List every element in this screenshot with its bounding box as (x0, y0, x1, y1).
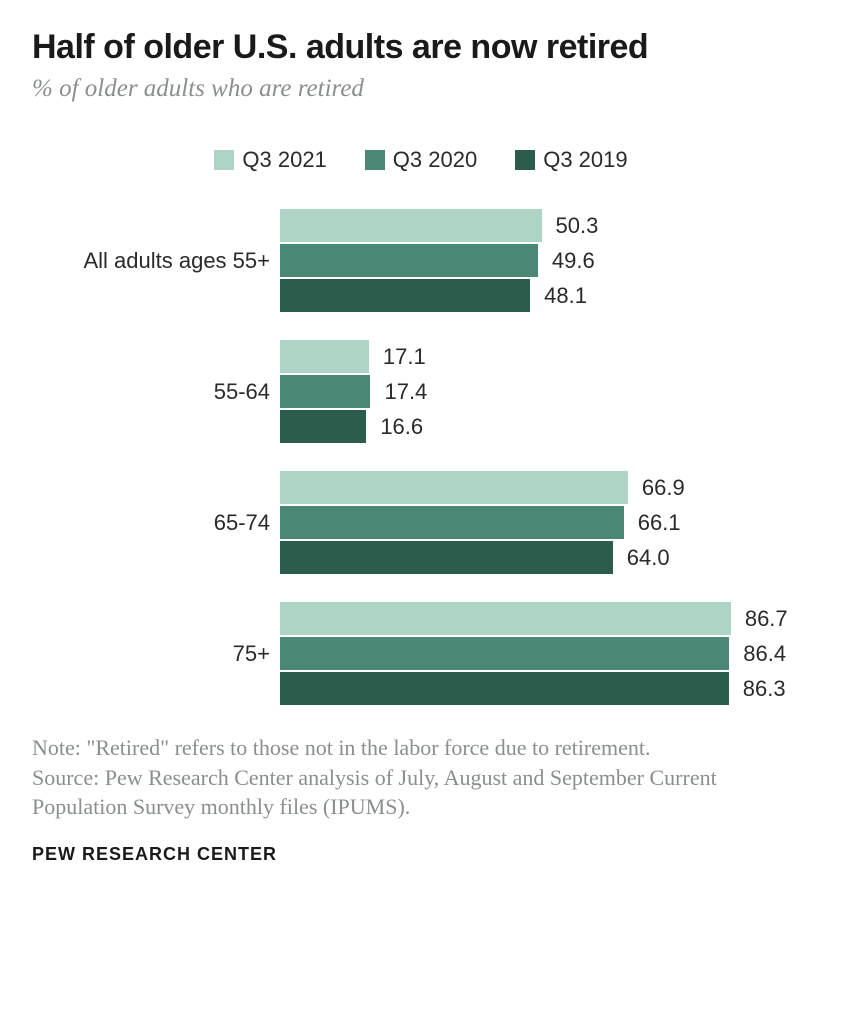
bar-chart: All adults ages 55+50.349.648.155-6417.1… (32, 209, 810, 705)
legend-label: Q3 2020 (393, 147, 477, 173)
bar-stack: 86.7 86.4 86.3 (280, 602, 810, 705)
bar-row: 49.6 (280, 244, 810, 277)
chart-notes: Note: "Retired" refers to those not in t… (32, 733, 810, 822)
bar-group: 55-64 17.1 17.4 16.6 (32, 340, 810, 443)
bar (280, 244, 538, 277)
bar-value: 86.4 (743, 641, 786, 667)
chart-title: Half of older U.S. adults are now retire… (32, 28, 810, 67)
bar-value: 66.9 (642, 475, 685, 501)
bar-value: 86.3 (743, 676, 786, 702)
bar (280, 340, 369, 373)
bar (280, 471, 628, 504)
bar-value: 49.6 (552, 248, 595, 274)
legend-label: Q3 2021 (242, 147, 326, 173)
bar-row: 48.1 (280, 279, 810, 312)
bar-group: 75+ 86.7 86.4 86.3 (32, 602, 810, 705)
group-label: All adults ages 55+ (32, 248, 280, 274)
bar-value: 86.7 (745, 606, 788, 632)
bar-row: 50.3 (280, 209, 810, 242)
group-label: 55-64 (32, 379, 280, 405)
bar-value: 64.0 (627, 545, 670, 571)
bar-row: 64.0 (280, 541, 810, 574)
group-label: 65-74 (32, 510, 280, 536)
bar (280, 506, 624, 539)
bar (280, 541, 613, 574)
legend-swatch-icon (515, 150, 535, 170)
bar-row: 17.4 (280, 375, 810, 408)
bar-value: 17.1 (383, 344, 426, 370)
note-line: Note: "Retired" refers to those not in t… (32, 733, 810, 763)
bar-row: 86.7 (280, 602, 810, 635)
bar-stack: 66.9 66.1 64.0 (280, 471, 810, 574)
attribution: PEW RESEARCH CENTER (32, 844, 810, 865)
note-line: Source: Pew Research Center analysis of … (32, 763, 810, 822)
bar-value: 66.1 (638, 510, 681, 536)
bar-row: 66.9 (280, 471, 810, 504)
bar-value: 16.6 (380, 414, 423, 440)
bar (280, 602, 731, 635)
bar (280, 209, 542, 242)
legend-swatch-icon (214, 150, 234, 170)
figure-container: Half of older U.S. adults are now retire… (0, 0, 842, 889)
bar-value: 48.1 (544, 283, 587, 309)
chart-subtitle: % of older adults who are retired (32, 75, 810, 103)
bar-group: 65-74 66.9 66.1 64.0 (32, 471, 810, 574)
bar (280, 672, 729, 705)
group-label: 75+ (32, 641, 280, 667)
legend-item: Q3 2019 (515, 147, 627, 173)
bar-value: 50.3 (556, 213, 599, 239)
bar-stack: 50.3 49.6 48.1 (280, 209, 810, 312)
legend-item: Q3 2021 (214, 147, 326, 173)
legend-swatch-icon (365, 150, 385, 170)
bar (280, 279, 530, 312)
bar (280, 375, 370, 408)
bar-value: 17.4 (384, 379, 427, 405)
bar-row: 86.3 (280, 672, 810, 705)
bar-group: All adults ages 55+ 50.3 49.6 48.1 (32, 209, 810, 312)
bar-row: 17.1 (280, 340, 810, 373)
chart-legend: Q3 2021 Q3 2020 Q3 2019 (32, 147, 810, 173)
legend-item: Q3 2020 (365, 147, 477, 173)
bar-row: 66.1 (280, 506, 810, 539)
bar (280, 410, 366, 443)
bar-row: 86.4 (280, 637, 810, 670)
legend-label: Q3 2019 (543, 147, 627, 173)
bar-row: 16.6 (280, 410, 810, 443)
bar-stack: 17.1 17.4 16.6 (280, 340, 810, 443)
bar (280, 637, 729, 670)
